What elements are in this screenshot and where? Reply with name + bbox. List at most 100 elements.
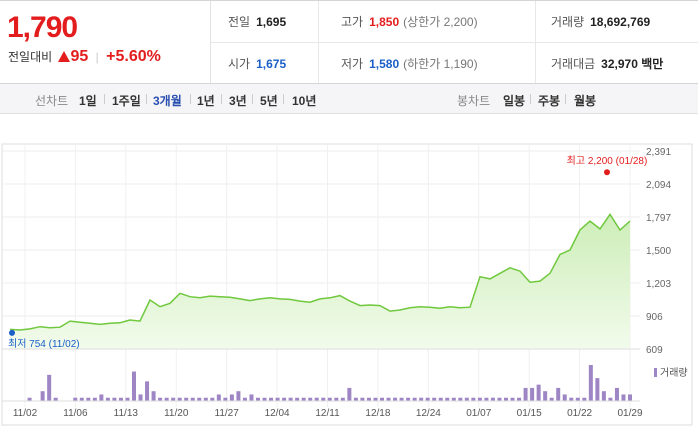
price-chart: 2,391 2,094 1,797 1,500 1,203 906 609 11/02 11/0… — [1, 143, 693, 426]
stat-high: 고가 1,850 (상한가 2,200) — [341, 13, 478, 30]
x-tick-label: 01/07 — [466, 408, 491, 419]
volume-bar — [321, 397, 326, 401]
volume-bar — [223, 397, 228, 401]
volume-bar — [464, 397, 469, 401]
up-triangle-icon — [57, 51, 70, 62]
stat-value: 18,692,769 — [590, 15, 651, 29]
tab-3y[interactable]: 3년 — [229, 94, 247, 108]
volume-bar — [171, 397, 176, 401]
high-annotation: 최고 2,200 (01/28) — [567, 155, 648, 167]
tab-1w[interactable]: 1주일 — [112, 94, 141, 108]
current-price: 1,790 — [7, 11, 78, 44]
line-chart-label: 선차트 — [35, 94, 69, 108]
volume-bar — [569, 397, 574, 401]
stat-value: 1,580 — [369, 57, 400, 71]
stat-label: 시가 — [228, 57, 251, 71]
volume-bar — [432, 397, 437, 401]
tab-daily[interactable]: 일봉 — [503, 94, 526, 108]
volume-legend-swatch — [654, 368, 657, 377]
tab-monthly[interactable]: 월봉 — [574, 94, 597, 108]
volume-bar — [27, 397, 32, 401]
volume-bar — [197, 397, 202, 401]
stat-label: 전일 — [228, 15, 251, 29]
volume-bar — [73, 397, 78, 401]
volume-legend-label: 거래량 — [660, 367, 688, 379]
volume-bar — [216, 394, 221, 401]
volume-bar — [314, 397, 319, 401]
volume-bar — [595, 378, 600, 401]
volume-bar — [112, 397, 117, 401]
stat-label: 거래대금 — [551, 57, 596, 71]
tab-10y[interactable]: 10년 — [292, 94, 317, 108]
tab-5y[interactable]: 5년 — [260, 94, 278, 108]
chart-frame — [1, 143, 693, 426]
volume-bar — [393, 397, 398, 401]
volume-bar — [151, 391, 156, 401]
x-tick-label: 12/18 — [365, 408, 390, 419]
volume-bar — [477, 397, 482, 401]
volume-bar — [399, 397, 404, 401]
stat-label: 거래량 — [551, 15, 585, 29]
tab-1y[interactable]: 1년 — [197, 94, 215, 108]
change-percent: +5.60% — [106, 48, 161, 65]
volume-bar — [105, 397, 110, 401]
volume-bar — [262, 397, 267, 401]
tab-separator — [252, 94, 253, 104]
volume-bar — [608, 397, 613, 401]
tab-1d[interactable]: 1일 — [79, 94, 97, 108]
separator: | — [95, 50, 99, 64]
volume-bar — [451, 397, 456, 401]
stat-value: 1,675 — [256, 57, 287, 71]
volume-bar — [327, 397, 332, 401]
volume-bar — [99, 394, 104, 401]
stat-amount: 거래대금 32,970 백만 — [551, 55, 663, 72]
volume-bar — [282, 397, 287, 401]
volume-bar — [556, 387, 561, 401]
stat-label: 고가 — [341, 15, 364, 29]
volume-bar — [184, 397, 189, 401]
tab-separator — [104, 94, 105, 104]
tab-separator — [221, 94, 222, 104]
volume-bar — [275, 397, 280, 401]
lower-limit: (하한가 1,190) — [403, 57, 478, 71]
volume-bar — [575, 397, 580, 401]
volume-bar — [210, 397, 215, 401]
x-tick-label: 11/13 — [114, 408, 139, 419]
volume-bar — [295, 397, 300, 401]
volume-bar — [301, 397, 306, 401]
x-tick-label: 11/20 — [164, 408, 189, 419]
tab-3m[interactable]: 3개월 — [153, 94, 182, 108]
stat-value: 1,850 — [369, 15, 400, 29]
stat-value: 32,970 백만 — [601, 57, 664, 71]
volume-bar — [628, 394, 632, 401]
quote-header: 1,790 전일대비 95 | +5.60% 전일 1,695 고가 1,850 (상… — [0, 0, 698, 84]
tab-weekly[interactable]: 주봉 — [538, 94, 561, 108]
y-tick-label: 1,797 — [646, 213, 671, 224]
volume-bar — [419, 397, 424, 401]
volume-bar — [132, 371, 136, 401]
volume-bar — [334, 397, 339, 401]
volume-bar — [582, 397, 587, 401]
volume-bar — [288, 397, 293, 401]
y-tick-label: 1,500 — [646, 246, 671, 257]
tab-separator — [565, 94, 566, 104]
volume-bar — [386, 397, 391, 401]
volume-bar — [256, 397, 260, 401]
volume-bar — [517, 397, 522, 401]
low-annotation: 최저 754 (11/02) — [8, 338, 80, 350]
upper-limit: (상한가 2,200) — [403, 15, 478, 29]
x-tick-label: 01/15 — [517, 408, 542, 419]
volume-bar — [406, 397, 411, 401]
volume-bar — [177, 397, 182, 401]
volume-bar — [138, 394, 143, 401]
period-tab-bar: 선차트 1일 1주일 3개월 1년 3년 5년 10년 봉차트 일봉 주봉 월봉 — [0, 84, 698, 114]
x-tick-label: 12/11 — [315, 408, 340, 419]
volume-bar — [118, 397, 123, 401]
volume-bar — [562, 394, 567, 401]
x-tick-label: 11/27 — [215, 408, 240, 419]
volume-bar — [588, 365, 593, 401]
volume-bar — [373, 397, 378, 401]
volume-bar — [543, 391, 548, 401]
volume-bar — [621, 394, 626, 401]
stats-divider — [210, 42, 698, 43]
